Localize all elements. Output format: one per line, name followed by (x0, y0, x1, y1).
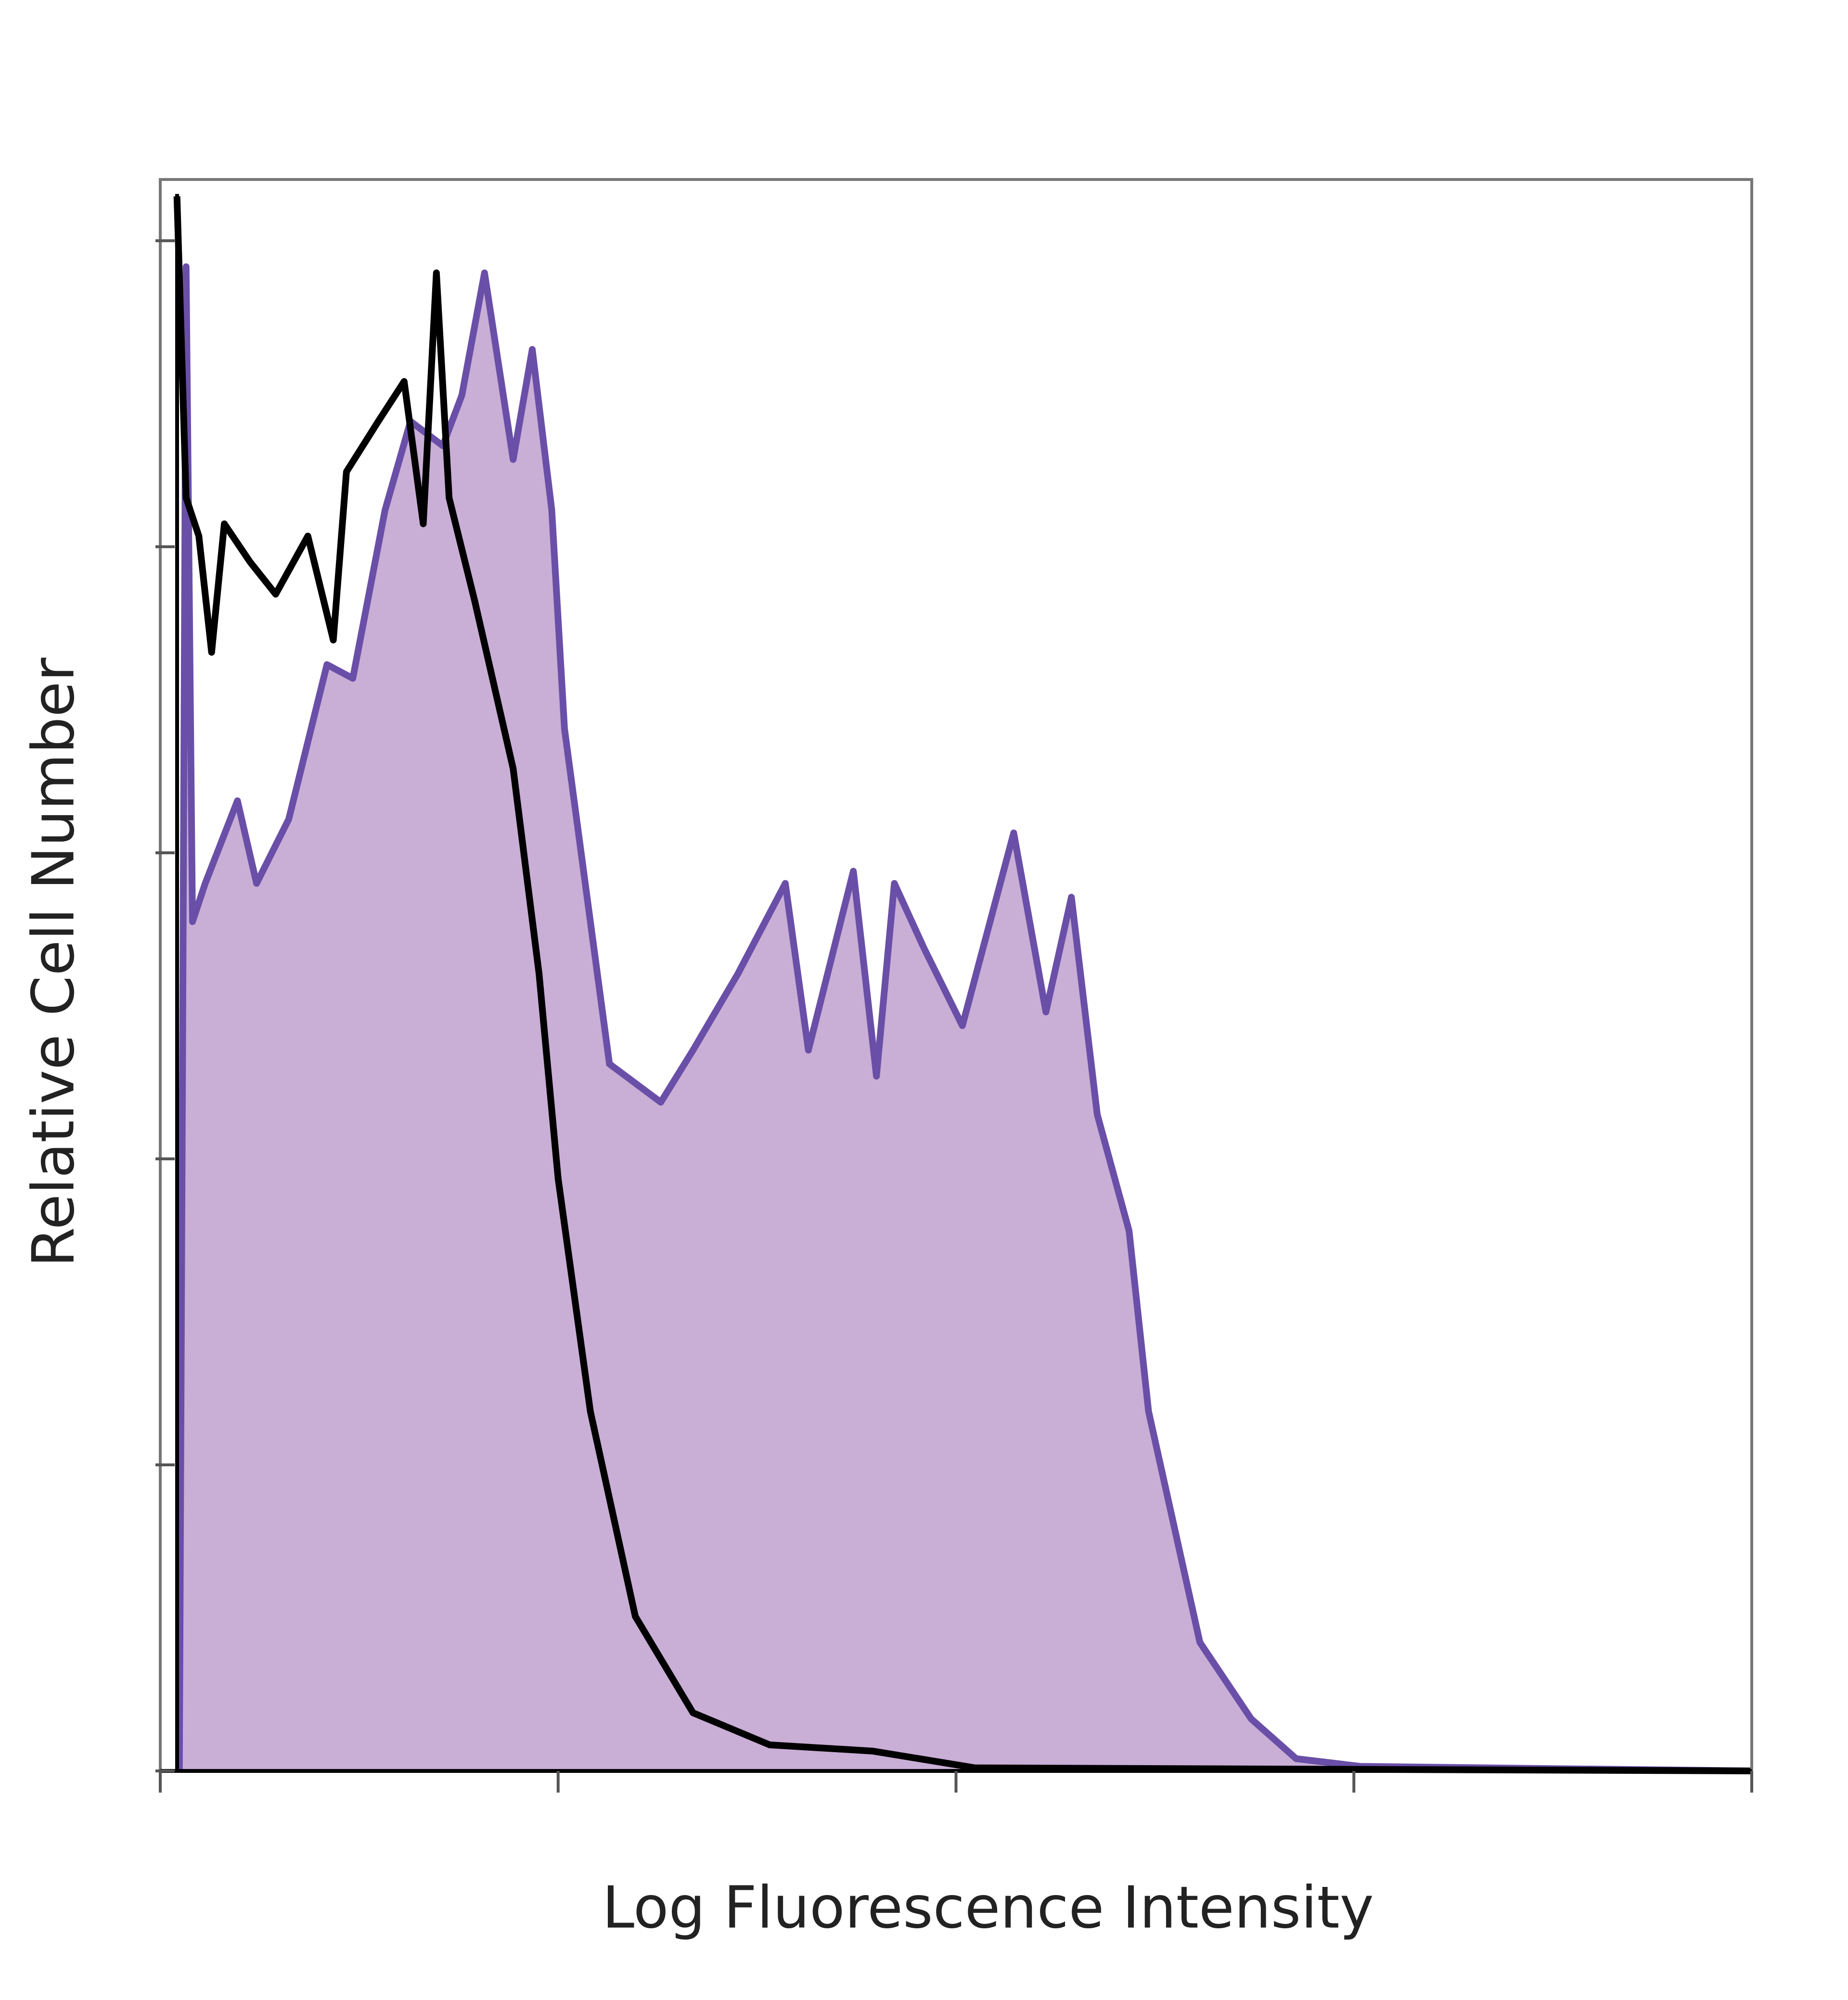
histogram-line (176, 263, 1752, 1774)
x-axis-label: Log Fluorescence Intensity (602, 1875, 1373, 1942)
histogram-line (173, 196, 1752, 1774)
y-axis-label: Relative Cell Number (21, 657, 88, 1267)
